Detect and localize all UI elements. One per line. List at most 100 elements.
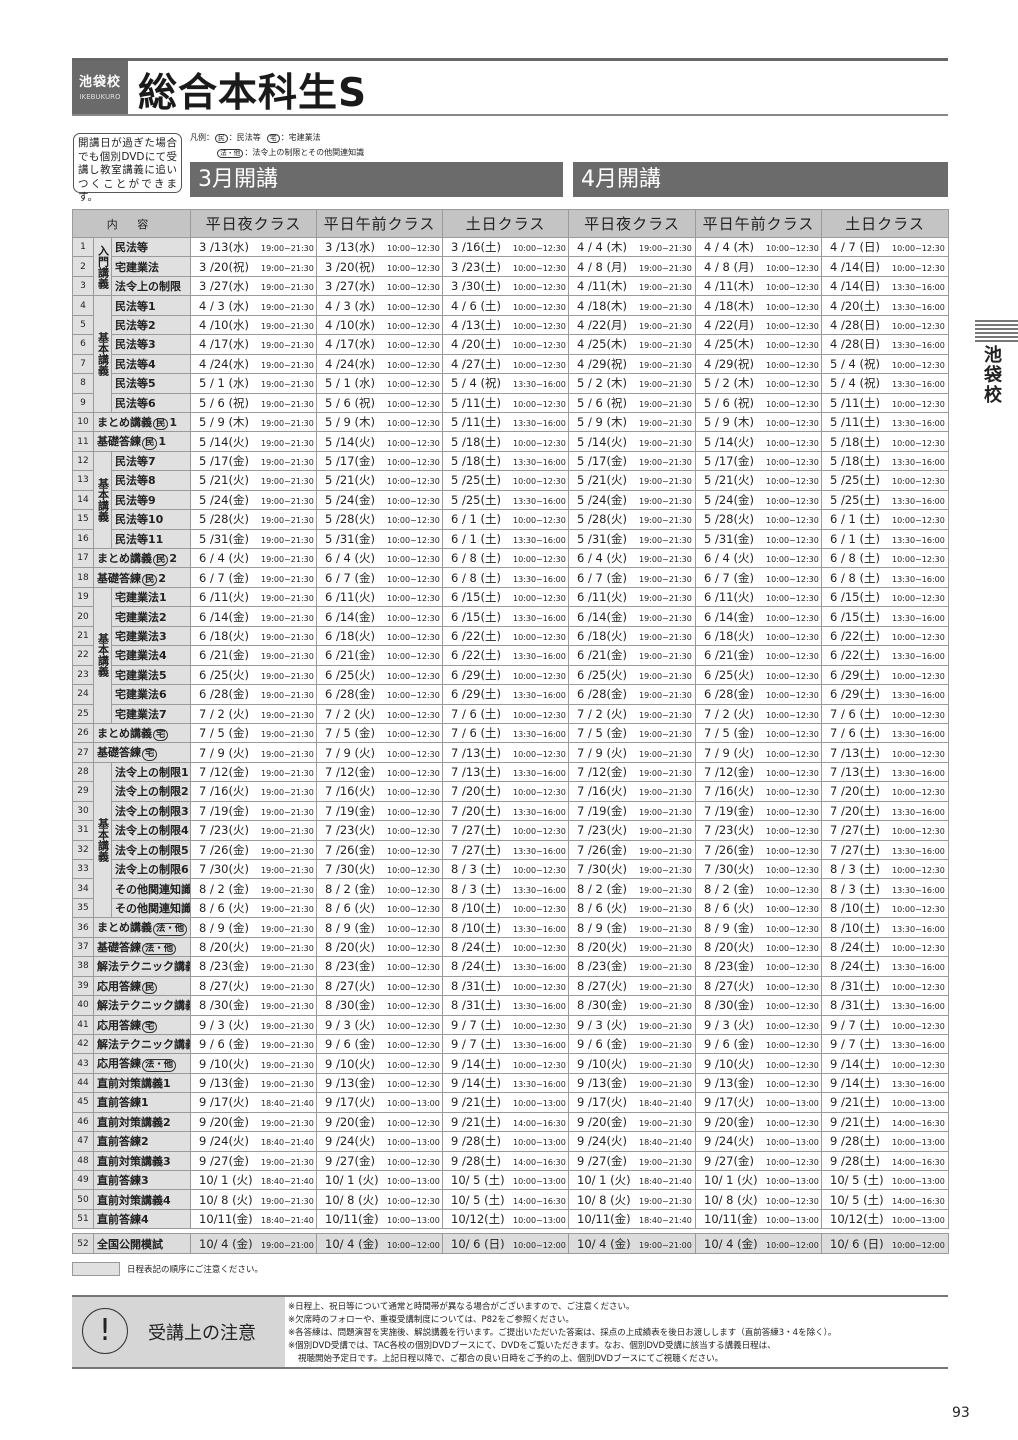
cell-time: 19:00~21:30 [261, 477, 314, 487]
schedule-cell: 9 /10(火) 19:00~21:30 [568, 1053, 697, 1074]
cell-date: 8 /31(土) [830, 978, 880, 993]
cell-time: 19:00~21:30 [261, 866, 314, 876]
table-row: 27 基礎答練宅 7 / 9 (火) 19:00~21:30 7 / 9 (火) 10:0… [72, 742, 950, 763]
cell-time: 19:00~21:30 [639, 1002, 692, 1012]
schedule-cell: 10/ 8 (火) 19:00~21:30 [190, 1189, 318, 1210]
lecture-suffix: 2 [169, 552, 178, 566]
cell-time: 10:00~12:30 [766, 613, 819, 623]
cell-date: 7 /27(土) [451, 823, 501, 838]
row-number: 10 [72, 411, 94, 433]
exclamation-icon: ! [82, 1308, 128, 1354]
cell-date: 6 /18(火) [577, 628, 627, 643]
cell-date: 6 /25(火) [199, 667, 249, 682]
cell-date: 4 /29(祝) [577, 356, 627, 371]
cell-date: 4 / 4 (木) [704, 240, 754, 255]
schedule-cell: 7 /19(金) 19:00~21:30 [568, 800, 697, 822]
row-number: 44 [72, 1072, 94, 1094]
cell-time: 10:00~12:30 [766, 244, 819, 254]
schedule-cell: 5 / 9 (木) 10:00~12:30 [316, 411, 444, 433]
row-number: 5 [72, 314, 94, 336]
schedule-cell: 8 /20(火) 10:00~12:30 [695, 936, 823, 958]
cell-time: 13:30~16:00 [513, 846, 566, 856]
cell-date: 4 / 3 (水) [325, 298, 375, 313]
cell-time: 10:00~12:30 [766, 477, 819, 487]
cell-date: 10/12(土) [830, 1212, 884, 1227]
cell-time: 18:40~21:40 [261, 1099, 314, 1109]
cell-date: 7 /23(火) [704, 823, 754, 838]
cell-date: 5 /11(土) [830, 395, 880, 410]
cell-date: 7 / 5 (金) [577, 726, 627, 741]
cell-time: 10:00~12:30 [387, 1041, 440, 1051]
schedule-cell: 5 /28(火) 10:00~12:30 [695, 509, 823, 530]
lecture-name: 直前答練3 [92, 1169, 192, 1191]
schedule-cell: 4 / 6 (土) 10:00~12:30 [442, 295, 570, 316]
schedule-cell: 4 /22(月) 10:00~12:30 [695, 314, 823, 336]
schedule-cell: 9 /17(火) 10:00~13:00 [316, 1092, 444, 1113]
schedule-cell: 8 /30(金) 10:00~12:30 [695, 995, 823, 1016]
schedule-cell: 7 /26(金) 10:00~12:30 [695, 839, 823, 861]
lecture-label: 宅建業法1 [115, 591, 167, 605]
cell-date: 8 /24(土) [451, 959, 501, 974]
row-number: 19 [72, 586, 94, 608]
cell-date: 7 / 9 (火) [577, 745, 627, 760]
cell-time: 10:00~12:30 [892, 710, 945, 720]
schedule-cell: 5 /11(土) 10:00~12:30 [442, 392, 570, 413]
cell-time: 19:00~21:30 [261, 496, 314, 506]
side-tab-stripes [975, 320, 1018, 342]
schedule-cell: 6 / 1 (土) 13:30~16:00 [821, 528, 950, 550]
cell-time: 10:00~13:00 [892, 1099, 945, 1109]
cell-date: 10/ 4 (金) [577, 1236, 631, 1251]
cell-date: 5 /18(土) [451, 454, 501, 469]
cell-date: 7 /23(火) [325, 823, 375, 838]
schedule-cell: 9 /17(火) 10:00~13:00 [695, 1092, 823, 1113]
cell-time: 10:00~12:30 [766, 1157, 819, 1167]
cell-date: 7 /13(土) [830, 765, 880, 780]
table-row: 20 宅建業法2 6 /14(金) 19:00~21:30 6 /14(金) 10:00~… [72, 606, 950, 627]
header-content: 内 容 [71, 209, 192, 238]
cell-time: 13:30~16:00 [892, 1041, 945, 1051]
cell-time: 10:00~12:30 [766, 924, 819, 934]
schedule-cell: 5 /18(土) 10:00~12:30 [442, 431, 570, 452]
cell-date: 8 / 9 (金) [199, 920, 249, 935]
schedule-cell: 3 /16(土) 10:00~12:30 [442, 236, 570, 258]
cell-date: 7 / 5 (金) [704, 726, 754, 741]
cell-date: 8 / 6 (火) [199, 901, 249, 916]
lecture-label: 直前答練4 [97, 1213, 149, 1227]
table-row: 37 基礎答練 法・他 8 /20(火) 19:00~21:30 8 /20(火) 10:0… [72, 936, 950, 958]
cell-date: 7 /30(火) [577, 862, 627, 877]
schedule-cell: 6 /28(金) 19:00~21:30 [190, 684, 318, 705]
schedule-cell: 6 /22(土) 13:30~16:00 [442, 645, 570, 666]
schedule-cell: 8 / 9 (金) 10:00~12:30 [316, 917, 444, 938]
cell-time: 10:00~12:30 [513, 302, 566, 312]
cell-time: 10:00~12:30 [766, 769, 819, 779]
cell-time: 10:00~12:30 [892, 321, 945, 331]
cell-date: 10/ 5 (土) [830, 1173, 884, 1188]
schedule-cell: 9 / 7 (土) 13:30~16:00 [821, 1033, 950, 1055]
cell-time: 10:00~12:30 [766, 1060, 819, 1070]
schedule-cell: 8 /10(土) 10:00~12:30 [442, 897, 570, 919]
cell-time: 10:00~12:30 [766, 885, 819, 895]
cell-time: 19:00~21:30 [639, 399, 692, 409]
schedule-cell: 4 / 3 (水) 19:00~21:30 [190, 295, 318, 316]
row-number: 42 [72, 1033, 94, 1055]
cell-date: 9 /21(土) [451, 1095, 501, 1110]
schedule-cell: 10/12(土) 10:00~13:00 [821, 1208, 950, 1230]
schedule-cell: 6 /15(土) 13:30~16:00 [442, 606, 570, 627]
cell-time: 10:00~12:30 [387, 419, 440, 429]
cell-date: 4 /11(木) [704, 279, 754, 294]
cell-date: 7 /13(土) [451, 765, 501, 780]
cell-date: 6 /14(金) [325, 609, 375, 624]
cell-time: 10:00~12:30 [766, 943, 819, 953]
lecture-name: その他関連知識1 [110, 878, 192, 899]
table-row: 13 民法等8 5 /21(火) 19:00~21:30 5 /21(火) 10:00~1… [72, 470, 950, 491]
cell-date: 6 / 7 (金) [325, 570, 375, 585]
cell-date: 8 /23(金) [199, 959, 249, 974]
cell-time: 19:00~21:30 [261, 905, 314, 915]
cell-date: 8 / 2 (金) [704, 881, 754, 896]
row-number: 8 [72, 373, 94, 394]
schedule-cell: 9 / 6 (金) 10:00~12:30 [695, 1033, 823, 1055]
cell-date: 7 / 5 (金) [199, 726, 249, 741]
schedule-cell: 6 /29(土) 10:00~12:30 [821, 664, 950, 686]
cell-date: 5 / 4 (祝) [830, 356, 880, 371]
cell-time: 10:00~12:30 [513, 555, 566, 565]
